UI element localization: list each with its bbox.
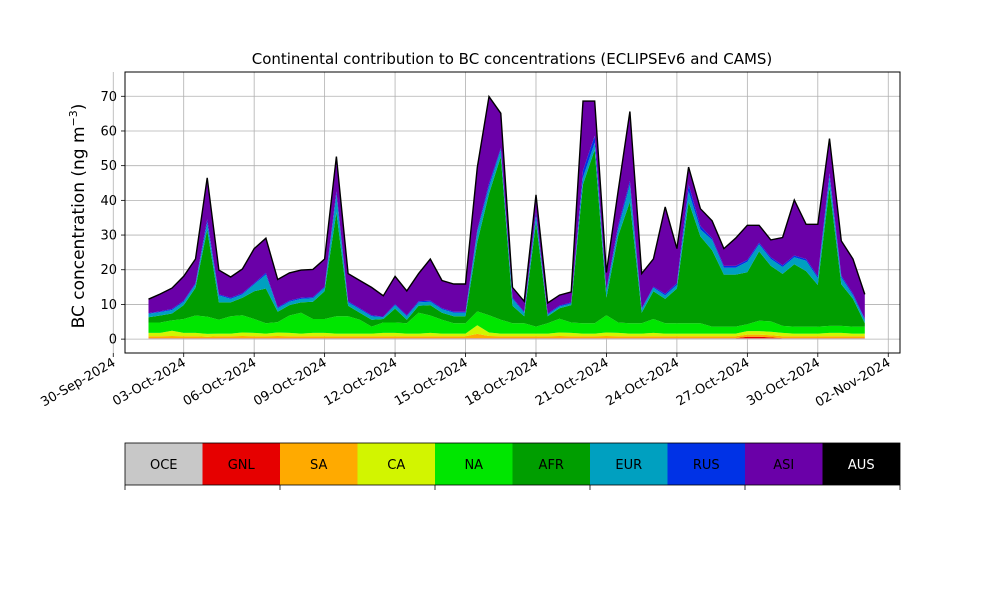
- legend-swatch-rus: [667, 443, 745, 485]
- y-axis-label-unit-exponent: −3: [67, 110, 80, 126]
- y-axis-label: BC concentration (ng m−3): [67, 104, 89, 329]
- legend-label-aus: AUS: [848, 458, 875, 473]
- area-ca: [148, 325, 865, 337]
- x-tick-label: 09-Oct-2024: [251, 355, 329, 409]
- area-afr: [148, 149, 865, 327]
- legend-label-rus: RUS: [693, 458, 720, 473]
- x-tick-label: 30-Oct-2024: [744, 355, 822, 409]
- y-tick-label: 40: [100, 194, 117, 209]
- legend-swatch-aus: [822, 443, 900, 485]
- y-axis-label-main: BC concentration (ng m: [69, 126, 89, 328]
- y-tick-label: 30: [100, 229, 117, 244]
- plot-frame: [124, 71, 901, 354]
- stacked-areas: [148, 94, 866, 340]
- area-na: [148, 311, 865, 334]
- x-tick-label: 03-Oct-2024: [110, 355, 188, 409]
- legend-swatch-eur: [590, 443, 668, 485]
- x-tick-label: 02-Nov-2024: [813, 355, 893, 410]
- legend-label-na: NA: [464, 458, 483, 473]
- chart-title: Continental contribution to BC concentra…: [252, 50, 773, 68]
- legend-swatch-afr: [512, 443, 590, 485]
- legend: OCE GNL SA CA NA AFR EUR RUS ASI AUS: [124, 442, 901, 490]
- legend-label-gnl: GNL: [228, 458, 256, 473]
- y-tick-label: 10: [100, 298, 117, 313]
- legend-swatch-oce: [125, 443, 203, 485]
- area-sa: [148, 333, 865, 339]
- y-tick-label: 70: [100, 90, 117, 105]
- x-tick-label: 24-Oct-2024: [604, 355, 682, 409]
- y-tick-label: 50: [100, 159, 117, 174]
- legend-swatch-sa: [280, 443, 358, 485]
- legend-label-ca: CA: [387, 458, 405, 473]
- legend-swatch-ca: [357, 443, 435, 485]
- x-tick-label: 21-Oct-2024: [533, 355, 611, 409]
- x-tick-label: 06-Oct-2024: [181, 355, 259, 409]
- x-tick-label: 30-Sep-2024: [38, 355, 118, 410]
- area-gnl: [148, 336, 865, 339]
- legend-label-asi: ASI: [773, 458, 794, 473]
- legend-swatch-asi: [745, 443, 823, 485]
- total-outline: [148, 94, 866, 305]
- y-tick-label: 0: [109, 333, 117, 348]
- legend-label-eur: EUR: [615, 458, 642, 473]
- legend-frame: [124, 442, 901, 486]
- y-axis-label-close: ): [69, 104, 89, 111]
- legend-swatch-gnl: [202, 443, 280, 485]
- legend-label-afr: AFR: [539, 458, 564, 473]
- x-tick-label: 12-Oct-2024: [322, 355, 400, 409]
- legend-label-sa: SA: [310, 458, 327, 473]
- x-tick-label: 18-Oct-2024: [463, 355, 541, 409]
- y-tick-label: 20: [100, 263, 117, 278]
- legend-swatch-na: [435, 443, 513, 485]
- y-tick-label: 60: [100, 124, 117, 139]
- legend-label-oce: OCE: [150, 458, 178, 473]
- area-oce: [148, 338, 865, 340]
- x-tick-label: 27-Oct-2024: [674, 355, 752, 409]
- x-tick-label: 15-Oct-2024: [392, 355, 470, 409]
